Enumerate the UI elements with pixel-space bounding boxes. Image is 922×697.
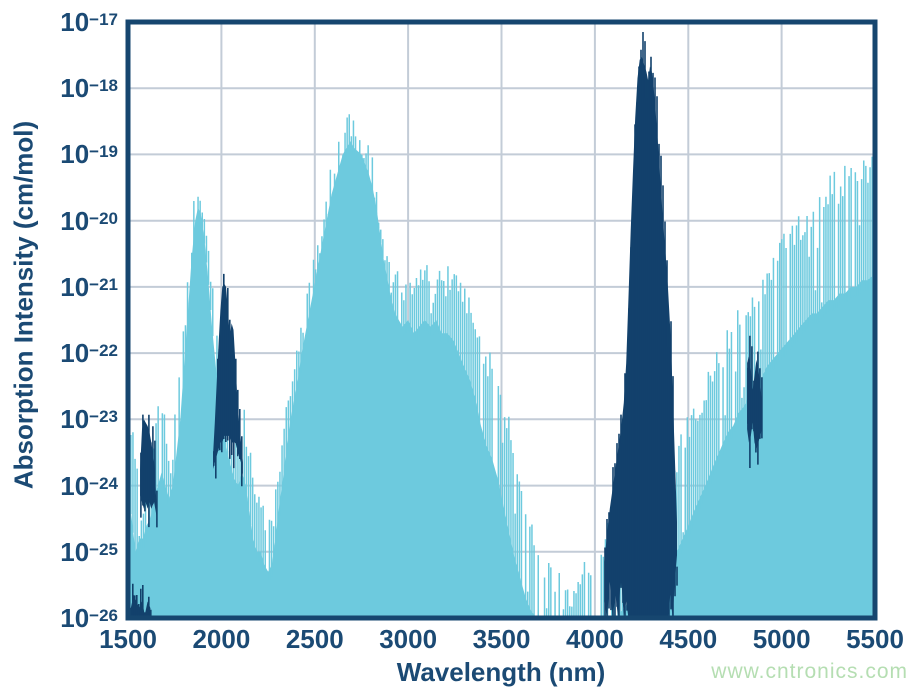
y-tick-10e-20: 10−20 bbox=[60, 205, 118, 236]
y-tick-10e-26: 10−26 bbox=[60, 603, 118, 633]
y-tick-10e-24: 10−24 bbox=[60, 470, 118, 501]
x-tick-4500: 4500 bbox=[659, 624, 718, 654]
y-tick-10e-21: 10−21 bbox=[60, 271, 118, 302]
y-tick-10e-18: 10−18 bbox=[60, 73, 118, 104]
y-tick-10e-23: 10−23 bbox=[60, 404, 118, 435]
x-tick-5000: 5000 bbox=[752, 624, 811, 654]
x-axis-title: Wavelength (nm) bbox=[396, 657, 606, 687]
y-axis-title: Absorption Intensity (cm/mol) bbox=[8, 120, 39, 490]
x-tick-4000: 4000 bbox=[565, 624, 624, 654]
x-tick-1500: 1500 bbox=[99, 624, 157, 654]
watermark-text: www.cntronics.com bbox=[711, 660, 908, 683]
x-tick-2000: 2000 bbox=[192, 624, 251, 654]
y-tick-10e-19: 10−19 bbox=[60, 139, 118, 170]
y-tick-10e-17: 10−17 bbox=[60, 7, 118, 37]
x-tick-2500: 2500 bbox=[285, 624, 344, 654]
x-tick-5500: 5500 bbox=[846, 624, 904, 654]
y-tick-10e-25: 10−25 bbox=[60, 536, 118, 567]
x-tick-3000: 3000 bbox=[379, 624, 438, 654]
x-tick-3500: 3500 bbox=[472, 624, 531, 654]
y-tick-10e-22: 10−22 bbox=[60, 338, 118, 369]
